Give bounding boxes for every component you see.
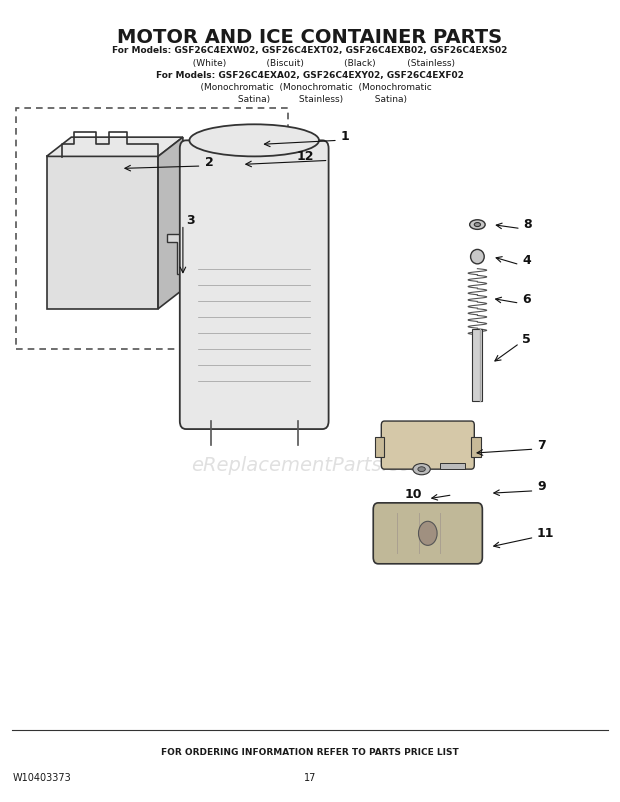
Text: 12: 12 <box>296 150 314 163</box>
Bar <box>440 463 465 469</box>
Text: For Models: GSF26C4EXA02, GSF26C4EXY02, GSF26C4EXF02: For Models: GSF26C4EXA02, GSF26C4EXY02, … <box>156 71 464 79</box>
Bar <box>472 329 482 401</box>
Text: For Models: GSF26C4EXW02, GSF26C4EXT02, GSF26C4EXB02, GSF26C4EXS02: For Models: GSF26C4EXW02, GSF26C4EXT02, … <box>112 46 508 55</box>
Ellipse shape <box>418 467 425 472</box>
FancyBboxPatch shape <box>373 503 482 564</box>
Ellipse shape <box>474 223 480 227</box>
Text: 6: 6 <box>522 293 531 306</box>
FancyBboxPatch shape <box>180 140 329 429</box>
Ellipse shape <box>470 220 485 229</box>
Text: (White)              (Biscuit)              (Black)           (Stainless): (White) (Biscuit) (Black) (Stainless) <box>164 59 456 67</box>
Ellipse shape <box>418 521 437 545</box>
Text: 8: 8 <box>523 218 532 231</box>
Text: 4: 4 <box>522 254 531 267</box>
Text: 3: 3 <box>186 214 195 227</box>
Ellipse shape <box>413 464 430 475</box>
Text: 1: 1 <box>341 130 350 143</box>
Bar <box>471 437 480 457</box>
FancyBboxPatch shape <box>381 421 474 469</box>
Text: (Monochromatic  (Monochromatic  (Monochromatic: (Monochromatic (Monochromatic (Monochrom… <box>188 83 432 91</box>
Polygon shape <box>46 156 158 309</box>
Text: MOTOR AND ICE CONTAINER PARTS: MOTOR AND ICE CONTAINER PARTS <box>117 28 503 47</box>
Text: 10: 10 <box>404 488 422 501</box>
Text: 7: 7 <box>537 439 546 452</box>
Polygon shape <box>46 137 183 156</box>
Ellipse shape <box>471 249 484 264</box>
Ellipse shape <box>190 124 319 156</box>
Text: 2: 2 <box>205 156 213 168</box>
Text: 17: 17 <box>304 773 316 783</box>
Text: 11: 11 <box>537 527 554 540</box>
Polygon shape <box>167 234 198 274</box>
Polygon shape <box>158 137 183 309</box>
Bar <box>375 437 384 457</box>
Text: FOR ORDERING INFORMATION REFER TO PARTS PRICE LIST: FOR ORDERING INFORMATION REFER TO PARTS … <box>161 747 459 757</box>
Bar <box>16 108 288 349</box>
Text: eReplacementParts.com: eReplacementParts.com <box>191 456 429 475</box>
Text: 9: 9 <box>537 480 546 493</box>
Text: Satina)          Stainless)           Satina): Satina) Stainless) Satina) <box>213 95 407 103</box>
Text: 5: 5 <box>522 333 531 346</box>
Text: W10403373: W10403373 <box>12 773 71 783</box>
